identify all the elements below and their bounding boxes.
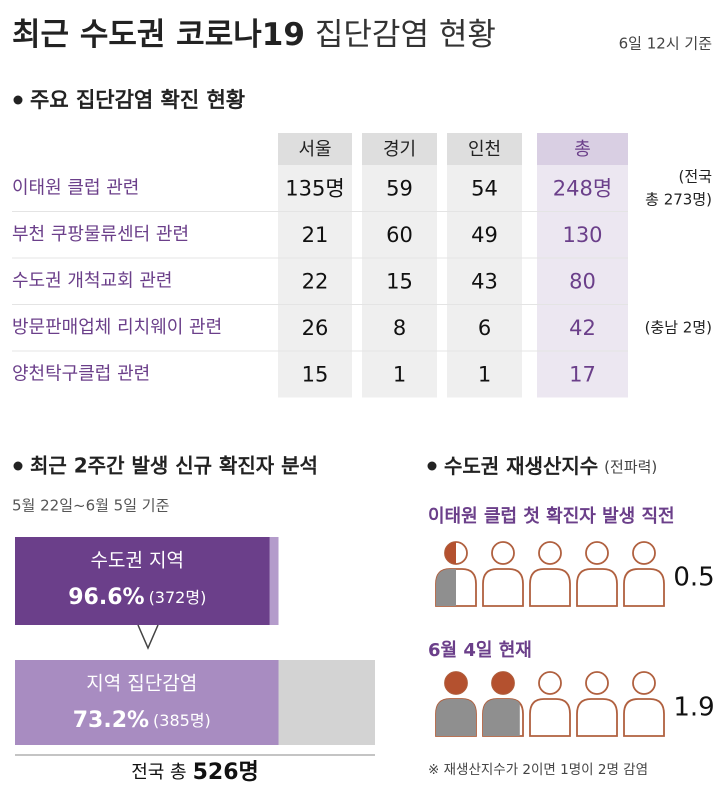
row-note: (충남 2명): [645, 318, 712, 336]
row-label: 이태원 클럽 첫 확진자 발생 직전: [428, 506, 675, 527]
total-value: 526명: [193, 760, 259, 785]
bar-value: 96.6% (372명): [68, 585, 206, 610]
person-body-fill: [436, 699, 476, 736]
title-sub: 집단감염 현황: [315, 17, 496, 53]
value-label: 73.2%: [73, 708, 149, 733]
cell: 26: [302, 316, 329, 340]
cell: 8: [393, 316, 406, 340]
person-head: [585, 541, 609, 565]
cell: 21: [302, 223, 329, 247]
person-head-fill: [492, 672, 514, 694]
cell: 15: [302, 362, 329, 386]
row-note: (전국: [679, 167, 713, 185]
cell: 49: [471, 223, 498, 247]
person-head: [585, 671, 609, 695]
cell: 54: [471, 176, 498, 200]
person-body: [529, 568, 571, 607]
person-head-fill: [445, 542, 456, 564]
cell: 248명: [553, 176, 612, 200]
cell: 1: [478, 362, 491, 386]
row-label: 이태원 클럽 관련: [12, 177, 139, 198]
cell: 1: [393, 362, 406, 386]
bullet: [13, 95, 23, 105]
person-body: [482, 568, 524, 607]
column-header: 경기: [383, 139, 416, 160]
title-main: 최근 수도권 코로나19: [12, 17, 305, 53]
total-label: 전국 총: [131, 762, 186, 783]
column-header-bg: [537, 133, 628, 165]
value: 0.5: [673, 563, 714, 593]
value-label: 96.6%: [68, 585, 144, 610]
bar: [15, 660, 279, 745]
column-header: 인천: [468, 139, 501, 160]
person-head: [538, 541, 562, 565]
person-head: [491, 541, 515, 565]
person-head: [538, 671, 562, 695]
person-head: [632, 671, 656, 695]
row-label: 양천탁구클럽 관련: [12, 363, 150, 384]
column-header: 총: [574, 139, 591, 160]
person-body: [529, 698, 571, 737]
person-body-fill: [483, 699, 520, 736]
section-heading: 주요 집단감염 확진 현황: [30, 88, 245, 112]
cell: 130: [562, 223, 602, 247]
cell: 22: [302, 269, 329, 293]
total: 전국 총 526명: [131, 760, 259, 785]
cell: 60: [386, 223, 413, 247]
column-header: 서울: [298, 139, 331, 160]
section-heading: 수도권 재생산지수 (전파력): [444, 454, 657, 478]
heading-note: (전파력): [604, 458, 657, 476]
bar-value: 73.2% (385명): [73, 708, 211, 733]
section-heading: 최근 2주간 발생 신규 확진자 분석: [30, 454, 318, 478]
bullet: [13, 461, 23, 471]
row-label: 방문판매업체 리치웨이 관련: [12, 317, 222, 338]
bar-label: 수도권 지역: [91, 550, 184, 572]
pointer: [137, 624, 159, 650]
person-head: [632, 541, 656, 565]
cell: 6: [478, 316, 491, 340]
heading-main: 수도권 재생산지수: [444, 454, 598, 478]
person-body-fill: [436, 569, 456, 606]
person-body: [576, 698, 618, 737]
column-header-bg: [278, 133, 352, 165]
column-bg: [278, 133, 352, 398]
title: 최근 수도권 코로나19 집단감염 현황: [12, 17, 496, 53]
value: 1.9: [673, 693, 714, 723]
footnote: ※ 재생산지수가 2이면 1명이 2명 감염: [428, 762, 648, 778]
bar: [15, 537, 270, 625]
column-bg: [447, 133, 522, 398]
person-body: [623, 568, 665, 607]
person-body: [576, 568, 618, 607]
row-label: 부천 쿠팡물류센터 관련: [12, 224, 189, 245]
row-label: 6월 4일 현재: [428, 640, 532, 661]
person-body: [623, 698, 665, 737]
row-label: 수도권 개척교회 관련: [12, 270, 172, 291]
cell: 42: [569, 316, 596, 340]
column-header-bg: [362, 133, 437, 165]
cell: 43: [471, 269, 498, 293]
count: (372명): [149, 588, 207, 607]
bar-label: 지역 집단감염: [86, 673, 197, 695]
row-note: 총 273명): [645, 190, 712, 208]
column-bg: [362, 133, 437, 398]
count: (385명): [153, 711, 211, 730]
bullet: [427, 461, 437, 471]
cell: 80: [569, 269, 596, 293]
cell: 59: [386, 176, 413, 200]
column-bg: [537, 133, 628, 398]
cell: 135명: [285, 176, 344, 200]
subtitle: 5월 22일~6월 5일 기준: [12, 497, 170, 515]
person-head-fill: [445, 672, 467, 694]
cell: 17: [569, 362, 596, 386]
cell: 15: [386, 269, 413, 293]
column-header-bg: [447, 133, 522, 165]
date: 6일 12시 기준: [619, 35, 713, 53]
